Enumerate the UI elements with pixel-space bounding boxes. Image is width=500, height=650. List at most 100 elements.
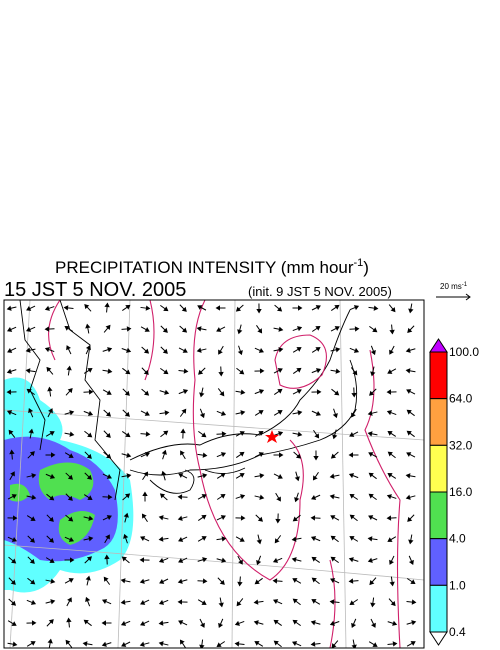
wind-arrow — [7, 620, 17, 626]
wind-arrow — [368, 641, 378, 647]
wind-arrow — [27, 577, 36, 585]
wind-arrow — [406, 452, 416, 458]
wind-arrow — [273, 388, 283, 395]
wind-arrow — [140, 431, 151, 437]
wind-arrow — [122, 304, 131, 311]
wind-arrow — [141, 367, 149, 375]
wind-arrow — [388, 598, 396, 607]
wind-arrow — [367, 536, 378, 542]
wind-arrow — [120, 620, 131, 626]
wind-arrow — [406, 389, 416, 395]
wind-arrow — [140, 410, 150, 416]
wind-arrow — [25, 368, 36, 374]
wind-arrow — [348, 452, 359, 458]
valid-time: 15 JST 5 NOV. 2005 — [4, 279, 186, 301]
wind-arrow — [256, 303, 262, 314]
wind-arrow — [28, 407, 34, 418]
wind-arrow — [180, 450, 186, 460]
wind-arrow — [256, 534, 262, 545]
wind-arrow — [349, 536, 359, 542]
colorbar-label: 0.4 — [449, 625, 466, 639]
colorbar-label: 1.0 — [449, 578, 466, 592]
wind-arrow — [406, 578, 416, 585]
wind-arrow — [292, 641, 302, 647]
wind-arrow — [158, 536, 169, 542]
wind-arrow — [349, 431, 359, 437]
wind-arrow — [26, 388, 35, 396]
wind-arrow — [387, 641, 398, 647]
wind-arrow — [311, 599, 321, 605]
wind-arrow — [102, 515, 112, 521]
wind-arrow — [121, 556, 130, 564]
wind-arrow — [311, 389, 322, 395]
wind-arrow — [123, 512, 129, 523]
wind-arrow — [26, 473, 37, 479]
wind-arrow — [178, 368, 189, 374]
wind-arrow — [45, 557, 55, 563]
wind-arrow — [387, 473, 397, 479]
wind-arrow — [253, 599, 264, 605]
wind-arrow — [7, 494, 17, 500]
wind-arrow — [216, 473, 226, 479]
wind-arrow — [84, 303, 92, 312]
wind-arrow — [45, 431, 55, 437]
wind-arrow — [386, 389, 397, 395]
wind-arrow — [329, 620, 340, 626]
wind-arrow — [65, 639, 73, 648]
wind-arrow — [236, 598, 244, 607]
wind-arrow — [123, 533, 129, 544]
wind-arrow — [405, 494, 416, 500]
wind-arrow — [311, 410, 321, 416]
wind-arrow — [101, 599, 112, 605]
wind-arrow — [122, 388, 130, 396]
wind-arrow — [85, 345, 91, 355]
wind-arrow — [235, 410, 246, 416]
wind-arrow — [26, 620, 37, 626]
wind-arrow — [313, 429, 320, 439]
wind-arrow — [199, 408, 205, 419]
wind-arrow — [9, 471, 15, 481]
wind-arrow — [368, 452, 378, 458]
wind-arrow — [367, 431, 378, 437]
wind-arrow — [65, 514, 74, 522]
wind-arrow — [389, 345, 395, 355]
wind-arrow — [64, 410, 75, 416]
wind-arrow — [254, 473, 265, 479]
wind-arrow — [120, 578, 131, 584]
wind-arrow — [330, 515, 340, 521]
wind-arrow — [389, 555, 395, 565]
wind-arrow — [120, 599, 131, 605]
wind-arrow — [370, 345, 376, 356]
wind-arrow — [273, 347, 284, 353]
wind-arrow — [46, 535, 54, 543]
wind-arrow — [254, 368, 265, 374]
wind-arrow — [179, 325, 188, 333]
wind-arrow — [216, 515, 226, 521]
wind-arrow — [177, 599, 188, 605]
wind-arrow — [197, 494, 207, 500]
wind-arrow — [311, 556, 320, 563]
wind-arrow — [159, 578, 169, 584]
wind-arrow — [330, 556, 339, 564]
wind-arrow — [331, 388, 340, 396]
wind-arrow — [64, 431, 75, 437]
wind-arrow — [292, 389, 302, 395]
wind-arrow — [216, 410, 227, 416]
wind-arrow — [311, 305, 321, 311]
wind-arrow — [160, 325, 168, 333]
wind-arrow — [387, 430, 397, 437]
wind-arrow — [103, 430, 111, 438]
wind-arrow — [351, 387, 357, 398]
wind-arrow — [236, 367, 245, 375]
wind-arrow — [218, 345, 224, 355]
wind-arrow — [179, 304, 187, 312]
colorbar-over — [429, 338, 448, 353]
wind-arrow — [179, 639, 186, 648]
wind-arrow — [216, 431, 227, 437]
wind-arrow — [66, 345, 72, 355]
wind-arrow — [330, 347, 341, 353]
wind-arrow — [141, 513, 148, 523]
vector-scale-text: 20 ms — [440, 282, 462, 291]
wind-arrow — [8, 556, 17, 564]
wind-arrow — [6, 389, 17, 395]
